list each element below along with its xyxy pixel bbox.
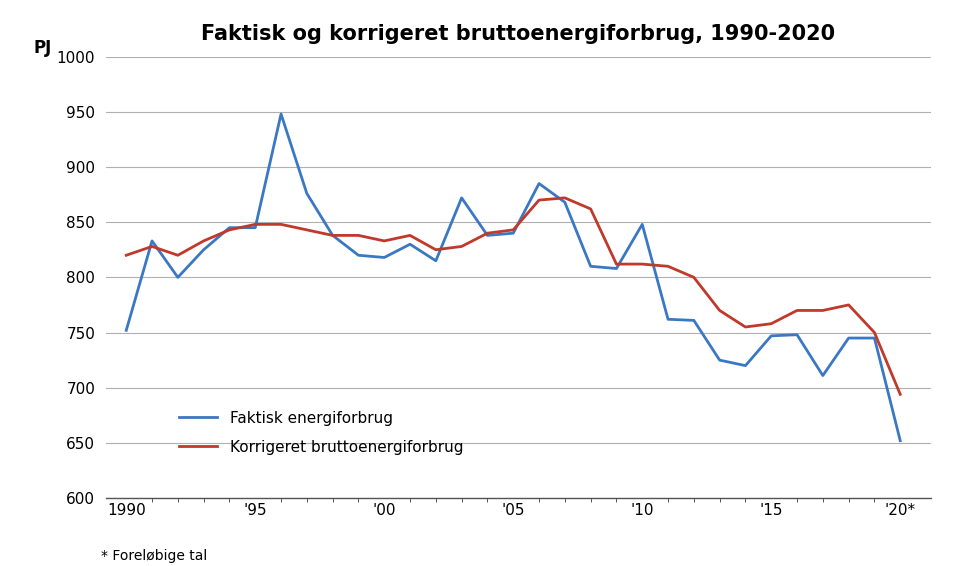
- Korrigeret bruttoenergiforbrug: [276, 221, 287, 228]
- Faktisk energiforbrug: [688, 317, 700, 324]
- Faktisk energiforbrug: [791, 331, 803, 338]
- Text: PJ: PJ: [34, 38, 52, 57]
- Korrigeret bruttoenergiforbrug: [482, 230, 493, 237]
- Title: Faktisk og korrigeret bruttoenergiforbrug, 1990-2020: Faktisk og korrigeret bruttoenergiforbru…: [202, 24, 835, 44]
- Korrigeret bruttoenergiforbrug: [662, 263, 674, 270]
- Korrigeret bruttoenergiforbrug: [198, 238, 209, 245]
- Korrigeret bruttoenergiforbrug: [791, 307, 803, 314]
- Korrigeret bruttoenergiforbrug: [120, 252, 132, 259]
- Korrigeret bruttoenergiforbrug: [508, 226, 519, 233]
- Faktisk energiforbrug: [765, 332, 777, 339]
- Korrigeret bruttoenergiforbrug: [740, 324, 752, 331]
- Faktisk energiforbrug: [585, 263, 596, 270]
- Faktisk energiforbrug: [250, 224, 261, 231]
- Korrigeret bruttoenergiforbrug: [559, 195, 570, 201]
- Faktisk energiforbrug: [662, 316, 674, 323]
- Faktisk energiforbrug: [869, 335, 880, 341]
- Korrigeret bruttoenergiforbrug: [843, 302, 854, 308]
- Korrigeret bruttoenergiforbrug: [714, 307, 726, 314]
- Korrigeret bruttoenergiforbrug: [636, 261, 648, 268]
- Korrigeret bruttoenergiforbrug: [404, 232, 416, 239]
- Faktisk energiforbrug: [352, 252, 364, 259]
- Korrigeret bruttoenergiforbrug: [765, 320, 777, 327]
- Faktisk energiforbrug: [326, 232, 338, 239]
- Faktisk energiforbrug: [301, 190, 313, 197]
- Faktisk energiforbrug: [817, 372, 828, 379]
- Korrigeret bruttoenergiforbrug: [869, 329, 880, 336]
- Korrigeret bruttoenergiforbrug: [224, 226, 235, 233]
- Korrigeret bruttoenergiforbrug: [611, 261, 622, 268]
- Korrigeret bruttoenergiforbrug: [817, 307, 828, 314]
- Korrigeret bruttoenergiforbrug: [895, 391, 906, 398]
- Faktisk energiforbrug: [611, 265, 622, 272]
- Korrigeret bruttoenergiforbrug: [534, 196, 545, 203]
- Korrigeret bruttoenergiforbrug: [301, 226, 313, 233]
- Faktisk energiforbrug: [508, 230, 519, 237]
- Text: * Foreløbige tal: * Foreløbige tal: [101, 549, 207, 563]
- Faktisk energiforbrug: [456, 195, 468, 201]
- Faktisk energiforbrug: [482, 232, 493, 239]
- Faktisk energiforbrug: [378, 254, 390, 261]
- Korrigeret bruttoenergiforbrug: [146, 243, 157, 250]
- Korrigeret bruttoenergiforbrug: [172, 252, 183, 259]
- Faktisk energiforbrug: [534, 180, 545, 187]
- Korrigeret bruttoenergiforbrug: [585, 205, 596, 212]
- Faktisk energiforbrug: [224, 224, 235, 231]
- Faktisk energiforbrug: [276, 110, 287, 117]
- Faktisk energiforbrug: [559, 199, 570, 205]
- Line: Faktisk energiforbrug: Faktisk energiforbrug: [126, 114, 900, 441]
- Korrigeret bruttoenergiforbrug: [430, 246, 442, 253]
- Korrigeret bruttoenergiforbrug: [456, 243, 468, 250]
- Faktisk energiforbrug: [146, 238, 157, 245]
- Legend: Faktisk energiforbrug, Korrigeret bruttoenergiforbrug: Faktisk energiforbrug, Korrigeret brutto…: [180, 411, 464, 455]
- Faktisk energiforbrug: [404, 241, 416, 247]
- Faktisk energiforbrug: [636, 221, 648, 228]
- Faktisk energiforbrug: [172, 274, 183, 281]
- Faktisk energiforbrug: [843, 335, 854, 341]
- Faktisk energiforbrug: [740, 362, 752, 369]
- Korrigeret bruttoenergiforbrug: [326, 232, 338, 239]
- Korrigeret bruttoenergiforbrug: [250, 221, 261, 228]
- Faktisk energiforbrug: [430, 258, 442, 264]
- Korrigeret bruttoenergiforbrug: [378, 238, 390, 245]
- Faktisk energiforbrug: [198, 246, 209, 253]
- Faktisk energiforbrug: [895, 438, 906, 444]
- Korrigeret bruttoenergiforbrug: [688, 274, 700, 281]
- Line: Korrigeret bruttoenergiforbrug: Korrigeret bruttoenergiforbrug: [126, 198, 900, 395]
- Faktisk energiforbrug: [714, 357, 726, 363]
- Faktisk energiforbrug: [120, 327, 132, 334]
- Korrigeret bruttoenergiforbrug: [352, 232, 364, 239]
